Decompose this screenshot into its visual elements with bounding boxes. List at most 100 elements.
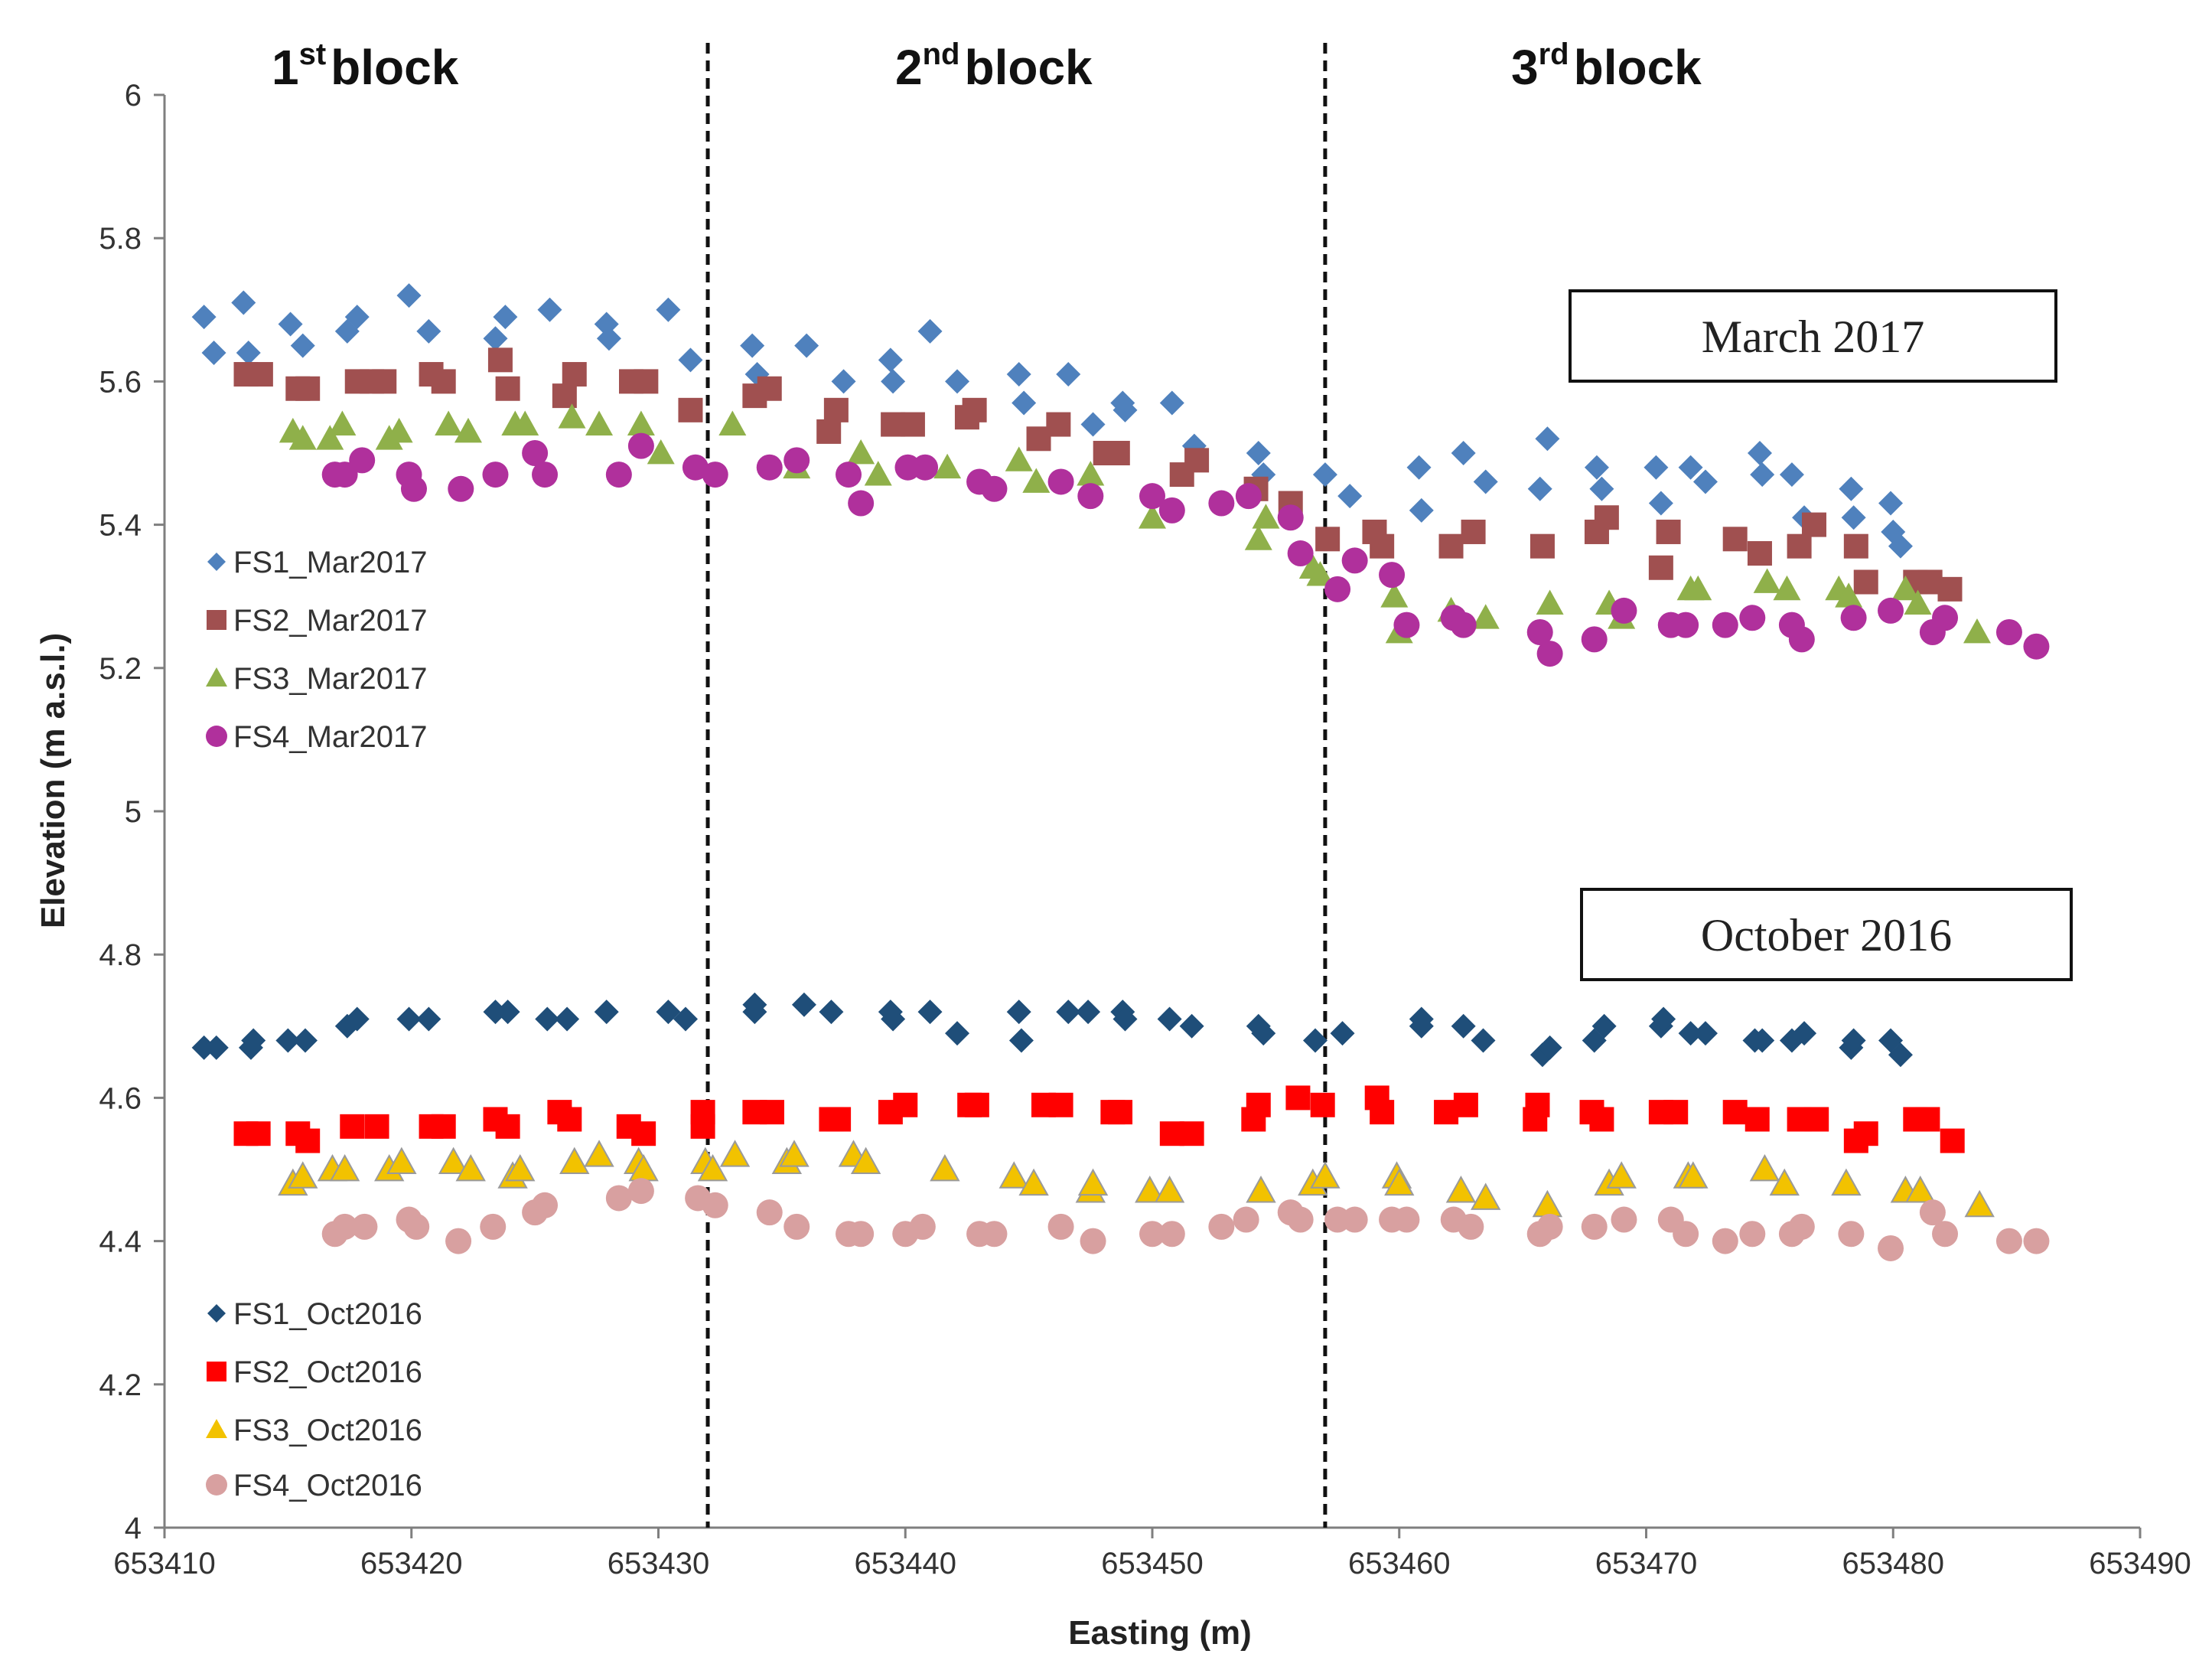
data-point: [1594, 505, 1619, 530]
data-point: [1535, 426, 1560, 452]
data-point: [1940, 1128, 1965, 1153]
data-point: [1932, 605, 1959, 631]
data-point: [998, 1161, 1029, 1189]
data-point: [204, 1035, 229, 1060]
data-point: [930, 1153, 960, 1182]
data-point: [562, 362, 587, 387]
data-point: [1750, 1028, 1775, 1053]
data-point: [1022, 468, 1051, 493]
data-point: [1831, 1168, 1862, 1196]
data-point: [917, 318, 943, 344]
data-point: [290, 333, 315, 358]
data-point: [1076, 1000, 1101, 1025]
data-point: [1056, 362, 1081, 387]
data-point: [1047, 468, 1074, 495]
block-superscript: st: [299, 38, 327, 71]
data-point: [783, 1213, 810, 1240]
data-point: [552, 383, 577, 409]
y-tick-label: 5.8: [99, 222, 142, 256]
data-point: [1841, 1028, 1866, 1053]
x-tick-label: 653470: [1595, 1547, 1697, 1580]
data-point: [962, 397, 987, 422]
data-point: [1712, 612, 1738, 638]
data-point: [1663, 1100, 1689, 1125]
data-point: [1341, 547, 1368, 574]
data-point: [1611, 1206, 1637, 1233]
data-point: [1792, 1021, 1817, 1046]
data-point: [1527, 476, 1552, 501]
data-point: [1179, 1121, 1204, 1146]
data-point: [1451, 1013, 1476, 1039]
data-point: [647, 439, 675, 465]
annotation-box: [1580, 888, 2073, 981]
data-point: [344, 1006, 370, 1032]
data-point: [340, 1114, 365, 1139]
data-point: [1471, 1028, 1496, 1053]
data-point: [385, 417, 413, 443]
block-superscript: nd: [923, 38, 960, 71]
data-point: [1337, 484, 1363, 509]
data-point: [532, 462, 559, 488]
data-point: [678, 397, 703, 422]
legend-marker: [207, 610, 226, 630]
legend-item: FS4_Mar2017: [206, 720, 427, 754]
data-point: [1904, 589, 1932, 615]
data-point: [1536, 1213, 1563, 1240]
data-point: [1937, 576, 1963, 602]
data-point: [231, 290, 256, 315]
data-point: [487, 347, 513, 373]
data-point: [605, 462, 632, 488]
data-point: [740, 333, 765, 358]
data-point: [351, 1213, 378, 1240]
data-point: [1139, 1221, 1165, 1248]
data-point: [816, 419, 842, 444]
data-point: [1888, 1042, 1913, 1068]
data-point: [678, 347, 703, 373]
data-point: [1252, 504, 1280, 529]
data-point: [864, 461, 892, 486]
data-point: [673, 1006, 699, 1032]
series-fs2-mar2017: [233, 347, 1963, 602]
data-point: [1008, 1028, 1034, 1053]
data-point: [682, 454, 709, 481]
data-point: [331, 1213, 358, 1240]
data-point: [1839, 476, 1864, 501]
data-point: [431, 1114, 456, 1139]
y-tick-label: 4.8: [99, 938, 142, 972]
data-point: [532, 1192, 559, 1218]
annotation-october-2016: October 2016: [1580, 888, 2073, 981]
data-point: [893, 1092, 918, 1117]
data-point: [1788, 626, 1815, 653]
data-point: [831, 369, 856, 394]
data-point: [1673, 612, 1699, 638]
data-point: [1673, 1221, 1699, 1248]
data-point: [1208, 490, 1235, 517]
data-point: [1341, 1206, 1368, 1233]
data-point: [559, 1146, 590, 1175]
data-point: [627, 410, 655, 435]
data-point: [1692, 1021, 1718, 1046]
data-point: [945, 369, 970, 394]
block-word: block: [964, 40, 1093, 95]
data-point: [1749, 1153, 1780, 1182]
annotation-box: [1569, 289, 2057, 383]
data-point: [1310, 1092, 1335, 1117]
legend-label: FS4_Mar2017: [233, 720, 427, 754]
data-point: [1246, 1176, 1276, 1203]
data-point: [1644, 455, 1669, 480]
data-point: [836, 462, 862, 488]
data-point: [1303, 1028, 1328, 1053]
data-point: [1159, 390, 1184, 416]
data-point: [1853, 569, 1878, 595]
data-point: [791, 992, 816, 1017]
data-point: [1656, 519, 1681, 544]
data-point: [1878, 597, 1904, 624]
data-point: [1179, 1013, 1204, 1039]
data-point: [1438, 533, 1464, 559]
x-tick-label: 653430: [608, 1547, 709, 1580]
series-fs4-mar2017: [321, 432, 2050, 667]
data-point: [1840, 605, 1867, 631]
data-point: [1393, 1206, 1420, 1233]
data-point: [1233, 1206, 1259, 1233]
